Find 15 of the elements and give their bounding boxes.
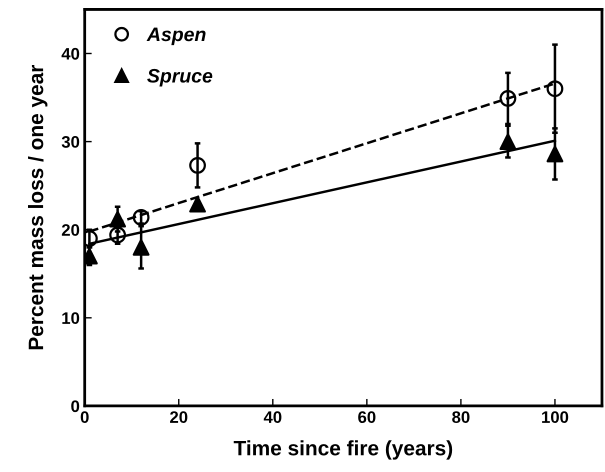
x-tick-label: 60 [358, 411, 376, 424]
x-tick-label: 0 [80, 411, 89, 424]
x-tick-label: 40 [264, 411, 282, 424]
x-tick-label: 20 [170, 411, 188, 424]
y-tick-label: 0 [71, 400, 80, 412]
x-tick-label: 100 [542, 411, 568, 424]
x-tick-label: 80 [452, 411, 470, 424]
legend-label: Aspen [146, 28, 206, 46]
y-tick-label: 20 [62, 224, 80, 236]
y-axis-title: Percent mass loss / one year [28, 64, 48, 350]
y-tick-label: 40 [62, 48, 80, 60]
y-tick-label: 30 [62, 136, 80, 148]
legend-label: Spruce [147, 68, 212, 87]
y-tick-label: 10 [62, 312, 80, 324]
x-axis-title: Time since fire (years) [234, 440, 452, 460]
